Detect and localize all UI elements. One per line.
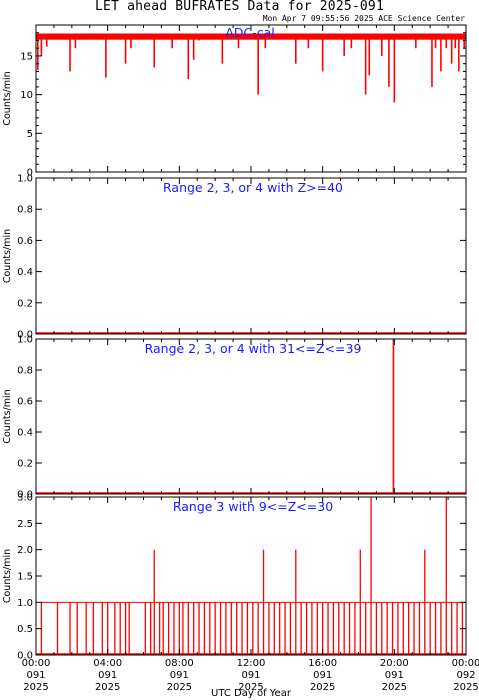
panel-3-ytick-label: 0.0 — [17, 490, 33, 501]
panel-3-ytick-label: 0.2 — [17, 459, 33, 470]
xtick-label-year: 2025 — [310, 682, 335, 693]
xtick-label-doy: 091 — [170, 670, 189, 681]
panel-1-title: ADC-cal — [225, 25, 274, 40]
panel-1-ytick-label: 10 — [20, 90, 33, 101]
panel-4-ytick-label: 2.5 — [17, 519, 33, 530]
panel-2-frame — [35, 177, 467, 335]
panel-4-ytick-label: 0.5 — [17, 624, 33, 635]
xtick-label-time: 16:00 — [308, 658, 337, 669]
xtick-label-year: 2025 — [23, 682, 48, 693]
xtick-label-time: 00:00 — [452, 658, 479, 669]
panel-4-title: Range 3 with 9<=Z<=30 — [173, 499, 333, 514]
xtick-label-year: 2025 — [238, 682, 263, 693]
panel-2-ytick-label: 0.0 — [17, 330, 33, 341]
xtick-label-time: 20:00 — [380, 658, 409, 669]
xtick-label-doy: 091 — [313, 670, 332, 681]
xtick-label-time: 00:00 — [22, 658, 51, 669]
panel-1-ytick-label: 0 — [27, 168, 33, 179]
panel-2-ytick-label: 0.8 — [17, 205, 33, 216]
xtick-label-doy: 091 — [385, 670, 404, 681]
page-title: LET ahead BUFRATES Data for 2025-091 — [95, 0, 384, 14]
xtick-label-time: 12:00 — [237, 658, 266, 669]
panel-1-ytick-label: 5 — [27, 129, 33, 140]
panel-1-ytick-label: 15 — [20, 51, 33, 62]
panel-2-ytick-label: 1.0 — [17, 174, 33, 185]
panel-3-ytick-label: 1.0 — [17, 335, 33, 346]
xtick-label-doy: 091 — [98, 670, 117, 681]
panel-4-ylabel: Counts/min — [2, 549, 13, 603]
panel-3-frame — [35, 338, 467, 495]
panel-3-ytick-label: 0.6 — [17, 397, 33, 408]
panel-2-ylabel: Counts/min — [2, 229, 13, 283]
panel-2-title: Range 2, 3, or 4 with Z>=40 — [163, 180, 343, 195]
panel-1-band — [36, 33, 466, 40]
panel-4-frame — [35, 496, 467, 656]
panel-3-ytick-label: 0.4 — [17, 428, 33, 439]
panel-1-frame — [35, 24, 467, 173]
xtick-label-year: 2025 — [167, 682, 192, 693]
xtick-label-time: 08:00 — [165, 658, 194, 669]
x-axis-label: UTC Day of Year — [211, 688, 292, 699]
panel-4-ytick-label: 1.5 — [17, 572, 33, 583]
panel-1-ylabel: Counts/min — [2, 71, 13, 125]
xtick-label-year: 2025 — [382, 682, 407, 693]
xtick-label-doy: 091 — [26, 670, 45, 681]
panel-2-ytick-label: 0.4 — [17, 267, 33, 278]
panel-3-ylabel: Counts/min — [2, 389, 13, 443]
xtick-label-doy: 091 — [241, 670, 260, 681]
xtick-label-year: 2025 — [95, 682, 120, 693]
panel-4-ytick-label: 3.0 — [17, 493, 33, 504]
panel-2-ytick-label: 0.2 — [17, 298, 33, 309]
panel-4-ytick-label: 1.0 — [17, 598, 33, 609]
panel-4-ytick-label: 2.0 — [17, 545, 33, 556]
panel-2-ytick-label: 0.6 — [17, 236, 33, 247]
xtick-label-doy: 092 — [456, 670, 475, 681]
panel-3-ytick-label: 0.8 — [17, 366, 33, 377]
panel-4-ytick-label: 0.0 — [17, 651, 33, 662]
xtick-label-time: 04:00 — [93, 658, 122, 669]
panel-3-title: Range 2, 3, or 4 with 31<=Z<=39 — [145, 341, 362, 356]
xtick-label-year: 2025 — [453, 682, 478, 693]
timestamp: Mon Apr 7 09:55:56 2025 ACE Science Cent… — [262, 14, 465, 23]
